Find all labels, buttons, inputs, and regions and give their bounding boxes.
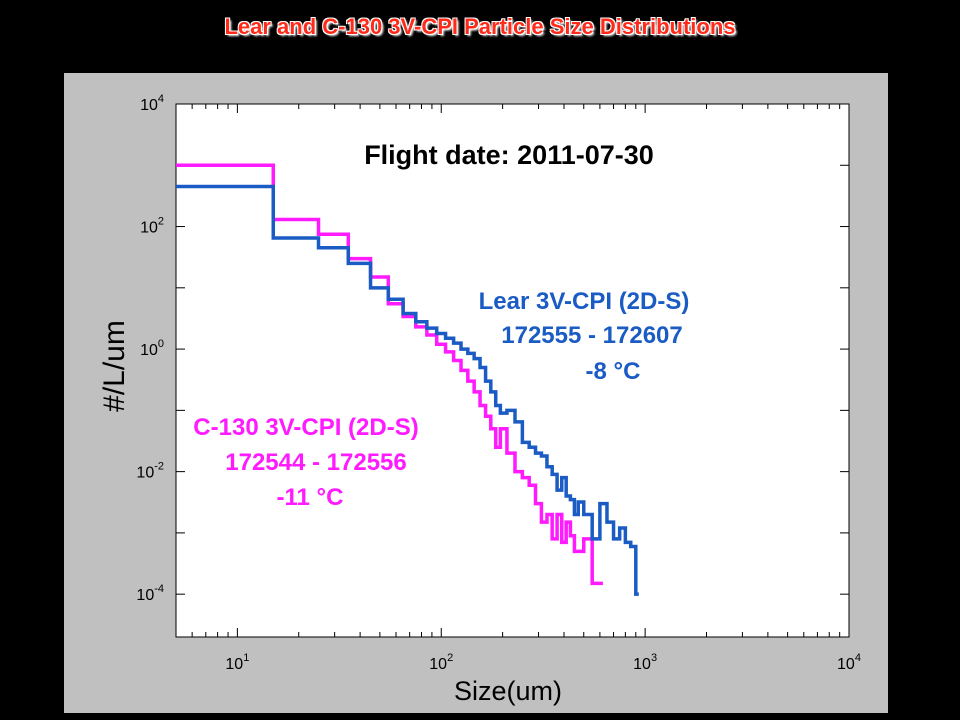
series-layer <box>176 163 639 596</box>
chart-title: Flight date: 2011-07-30 <box>364 140 654 170</box>
chart: 101 102 103 104 10-4 10-2 100 102 104 Lear 3V-CP… <box>98 93 861 706</box>
y-tick-label: 102 <box>140 216 164 237</box>
chart-panel: 101 102 103 104 10-4 10-2 100 102 104 Lear 3V-CP… <box>64 73 888 713</box>
y-tick-label: 10-4 <box>136 583 164 604</box>
lear-annotation-line: 172555 - 172607 <box>501 322 683 349</box>
lear-annotation-line: Lear 3V-CPI (2D-S) <box>479 288 690 315</box>
plot-area <box>175 103 850 638</box>
x-axis-label: Size(um) <box>454 676 562 706</box>
x-tick-label: 101 <box>225 652 249 673</box>
x-tick-label: 102 <box>429 652 453 673</box>
x-tick-label: 104 <box>837 652 861 673</box>
c130-annotation-line: 172544 - 172556 <box>225 449 407 476</box>
y-tick-label: 100 <box>140 338 164 359</box>
y-tick-label: 104 <box>140 93 164 114</box>
lear-annotation-line: -8 °C <box>586 358 641 385</box>
y-axis-label: #/L/um <box>98 320 131 412</box>
slide-title: Lear and C-130 3V-CPI Particle Size Dist… <box>224 14 736 39</box>
series-lear-line <box>176 184 639 596</box>
c130-annotation-line: -11 °C <box>277 484 344 511</box>
annotations: Lear 3V-CPI (2D-S) 172555 - 172607 -8 °C C-… <box>193 288 689 511</box>
y-tick-label: 10-2 <box>136 461 164 482</box>
axis-ticks <box>175 103 850 637</box>
c130-annotation-line: C-130 3V-CPI (2D-S) <box>193 414 418 441</box>
x-tick-label: 103 <box>633 652 657 673</box>
tick-labels: 101 102 103 104 10-4 10-2 100 102 104 <box>136 93 861 673</box>
